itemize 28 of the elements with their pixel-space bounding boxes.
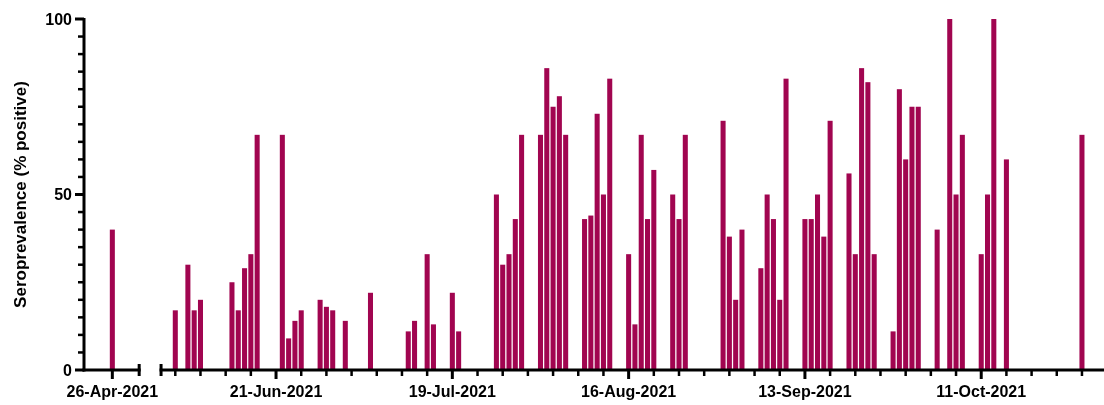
bar <box>758 268 764 370</box>
y-tick-label: 50 <box>54 186 73 204</box>
bar <box>783 78 789 370</box>
bar <box>802 219 808 370</box>
x-tick-label: 19-Jul-2021 <box>408 383 497 400</box>
bar <box>915 106 921 370</box>
bar <box>298 310 304 370</box>
bar <box>934 229 940 370</box>
x-tick-label: 16-Aug-2021 <box>581 383 677 400</box>
x-tick-label: 26-Apr-2021 <box>66 383 159 400</box>
x-tick-label: 11-Oct-2021 <box>936 383 1027 400</box>
bar <box>947 19 953 370</box>
bar <box>185 264 191 370</box>
y-tick-label: 0 <box>63 361 73 379</box>
bar <box>229 282 235 370</box>
bar <box>254 134 260 370</box>
x-tick-label: 13-Sep-2021 <box>758 383 852 400</box>
bar <box>871 254 877 370</box>
bar <box>827 120 833 370</box>
bar <box>342 320 348 370</box>
y-axis-title: Seroprevalence (% positive) <box>11 81 30 308</box>
bar <box>1003 159 1009 370</box>
bar <box>109 229 115 370</box>
y-tick-label: 100 <box>45 10 73 28</box>
bar <box>1079 134 1085 370</box>
bar <box>367 292 373 370</box>
x-tick-label: 21-Jun-2021 <box>229 383 323 400</box>
bar <box>172 310 178 370</box>
